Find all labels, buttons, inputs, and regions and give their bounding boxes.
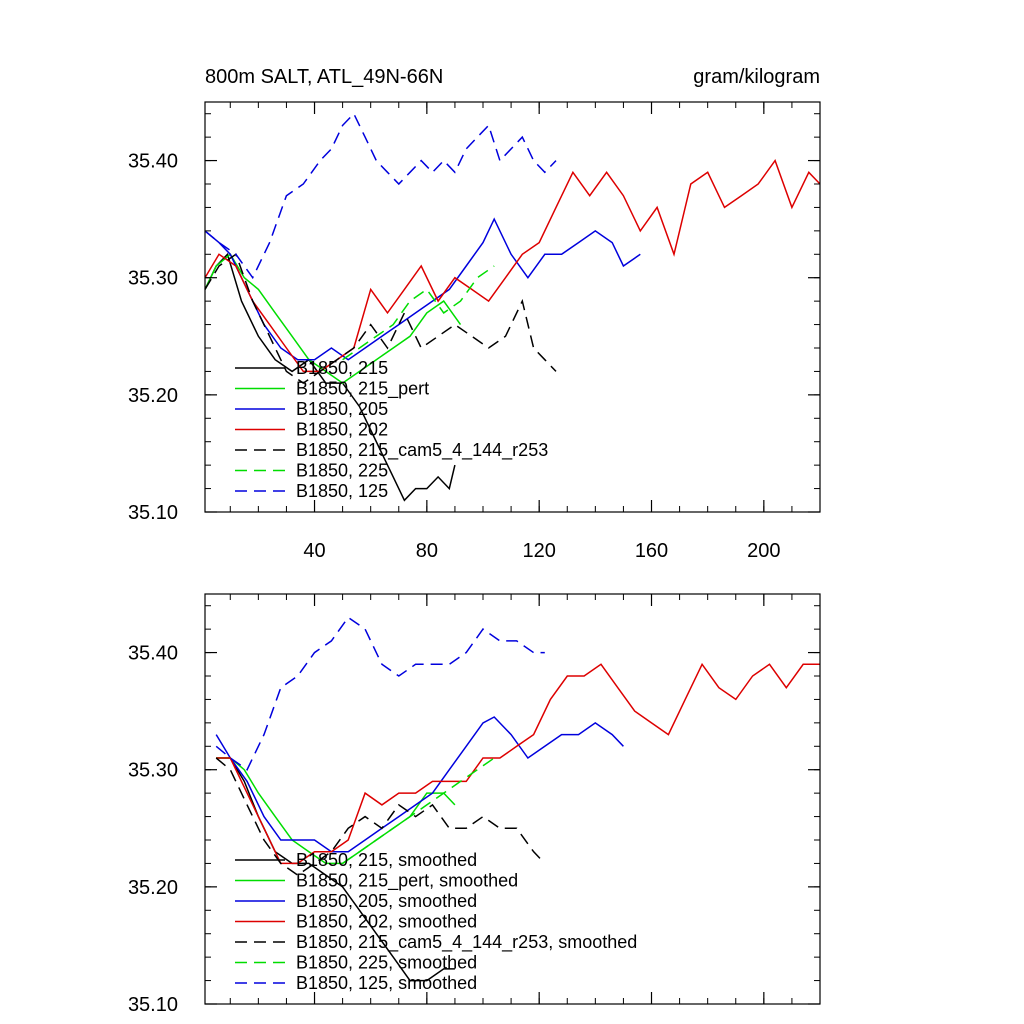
plot-frame bbox=[204, 593, 821, 1005]
y-tick-label: 35.30 bbox=[128, 268, 178, 290]
series-line-1-3 bbox=[216, 662, 820, 865]
legend-label: B1850, 215_pert bbox=[296, 379, 429, 400]
plot-frame bbox=[204, 101, 821, 513]
legend-label: B1850, 125, smoothed bbox=[296, 973, 477, 993]
series-line-0-1 bbox=[204, 253, 462, 385]
legend-label: B1850, 202, smoothed bbox=[296, 912, 477, 932]
bottom-panel: 35.10 35.20 35.30 35.40 B1850, 215, smoothed… bbox=[128, 593, 821, 1016]
y-tick-label: 35.30 bbox=[128, 760, 178, 782]
legend-label: B1850, 215_pert, smoothed bbox=[296, 871, 518, 892]
legend-label: B1850, 225, smoothed bbox=[296, 953, 477, 973]
series-line-0-5 bbox=[342, 265, 495, 361]
x-tick-label: 40 bbox=[303, 540, 325, 562]
series-line-0-2 bbox=[204, 217, 641, 361]
legend-label: B1850, 225 bbox=[296, 461, 388, 481]
y-tick-label: 35.40 bbox=[128, 643, 178, 665]
x-tick-label: 160 bbox=[635, 540, 668, 562]
series-line-1-4 bbox=[215, 757, 546, 877]
y-tick-label: 35.20 bbox=[128, 385, 178, 407]
series-line-1-1 bbox=[216, 757, 456, 865]
series-line-0-6 bbox=[204, 112, 557, 280]
y-tick-label: 35.40 bbox=[128, 151, 178, 173]
series-line-0-3 bbox=[204, 159, 821, 373]
x-tick-label: 120 bbox=[522, 540, 555, 562]
legend-label: B1850, 205 bbox=[296, 399, 388, 419]
legend-label: B1850, 215_cam5_4_144_r253 bbox=[296, 440, 548, 461]
top-panel: 35.10 35.20 35.30 35.40 40 80 120 160 200 B1850, … bbox=[128, 101, 821, 562]
legend-label: B1850, 125 bbox=[296, 481, 388, 501]
legend-label: B1850, 205, smoothed bbox=[296, 891, 477, 911]
series-line-1-6 bbox=[215, 616, 545, 771]
chart-units: gram/kilogram bbox=[693, 66, 820, 88]
legend-label: B1850, 202 bbox=[296, 420, 388, 440]
y-tick-label: 35.10 bbox=[128, 502, 178, 524]
series-line-0-4 bbox=[204, 253, 557, 385]
y-tick-label: 35.20 bbox=[128, 877, 178, 899]
legend-label: B1850, 215_cam5_4_144_r253, smoothed bbox=[296, 932, 637, 953]
legend-label: B1850, 215, smoothed bbox=[296, 850, 477, 870]
series-line-1-0 bbox=[216, 757, 455, 982]
series-line-1-2 bbox=[215, 716, 624, 853]
series-line-0-0 bbox=[204, 252, 456, 502]
series-line-1-5 bbox=[342, 757, 495, 865]
chart-title: 800m SALT, ATL_49N-66N bbox=[205, 66, 443, 88]
legend-label: B1850, 215 bbox=[296, 358, 388, 378]
y-tick-label: 35.10 bbox=[128, 994, 178, 1016]
x-tick-label: 80 bbox=[416, 540, 438, 562]
x-tick-label: 200 bbox=[747, 540, 780, 562]
